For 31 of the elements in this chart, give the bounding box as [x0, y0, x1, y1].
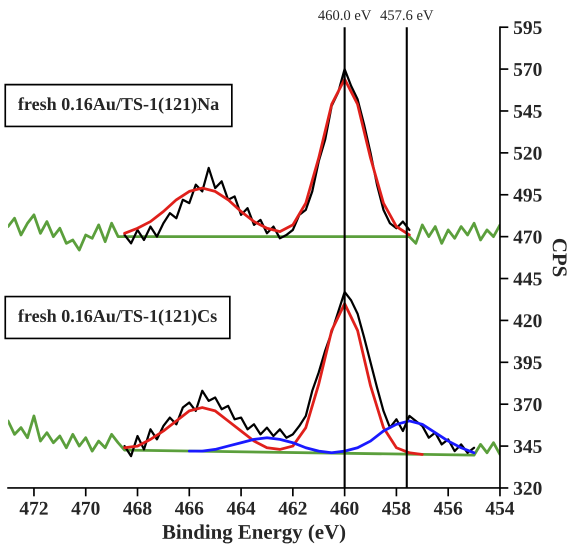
x-tick-label: 460 [330, 502, 358, 515]
annotation: fresh 0.16Au/TS-1(121)Na [18, 97, 219, 114]
ref-line-label: 457.6 eV [380, 10, 434, 20]
x-tick-label: 472 [20, 502, 48, 515]
y-tick-label: 595 [514, 21, 542, 34]
y-tick-label: 470 [513, 230, 542, 244]
x-tick-label: 470 [71, 502, 100, 515]
y-tick-label: 445 [513, 272, 542, 286]
line-series [188, 420, 476, 454]
line-series [8, 414, 500, 457]
x-tick-label: 466 [174, 502, 204, 515]
y-tick-label: 370 [514, 398, 542, 412]
y-tick-label: 420 [513, 314, 542, 328]
annotation: fresh 0.16Au/TS-1(121)Cs [18, 309, 217, 326]
x-tick-label: 458 [382, 502, 410, 515]
x-tick-label: 468 [123, 502, 152, 515]
y-tick-label: 320 [514, 482, 542, 495]
x-tick-label: 456 [434, 502, 462, 515]
y-tick-label: 520 [514, 146, 542, 160]
ref-line-label: 460.0 eV [318, 10, 372, 20]
y-tick-label: 395 [514, 356, 542, 370]
y-tick-label: 570 [514, 62, 542, 76]
x-tick-label: 454 [486, 502, 514, 515]
y-tick-label: 345 [514, 440, 542, 454]
y-tick-label: 495 [513, 188, 542, 202]
x-axis-title: Binding Energy (eV) [162, 524, 346, 544]
line-series [8, 213, 500, 252]
y-axis-title: CPS [552, 238, 567, 276]
x-tick-label: 464 [226, 502, 256, 515]
x-tick-label: 462 [278, 502, 307, 515]
y-tick-label: 545 [514, 104, 542, 118]
